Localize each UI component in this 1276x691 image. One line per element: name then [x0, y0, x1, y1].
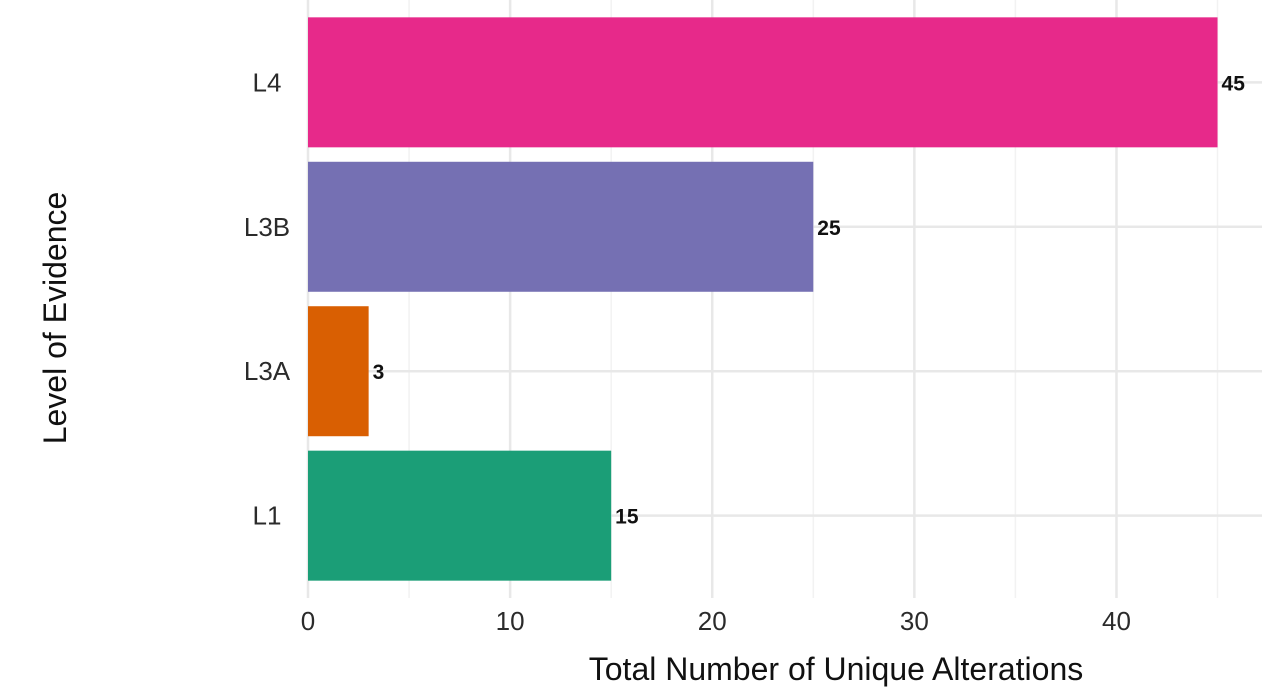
y-axis-title: Level of Evidence — [37, 192, 73, 445]
x-tick-label: 0 — [301, 606, 315, 636]
bar-l1 — [308, 450, 612, 581]
y-tick-label-l1: L1 — [253, 501, 282, 531]
data-label-l1: 15 — [615, 506, 639, 529]
y-tick-label-l3b: L3B — [244, 212, 290, 242]
x-tick-label: 20 — [698, 606, 727, 636]
y-tick-label-l3a: L3A — [244, 356, 291, 386]
y-tick-label-l4: L4 — [253, 67, 282, 97]
y-axis-ticks: L1 L3A L3B L4 — [244, 67, 291, 530]
bar-l3a — [308, 306, 369, 437]
bar-l3b — [308, 161, 814, 292]
x-axis-ticks: 0 10 20 30 40 — [301, 606, 1131, 636]
bars — [308, 17, 1218, 581]
x-tick-label: 10 — [496, 606, 525, 636]
data-labels: 15 3 25 45 — [373, 72, 1246, 528]
data-label-l3b: 25 — [817, 217, 841, 240]
x-tick-label: 40 — [1102, 606, 1131, 636]
x-tick-label: 30 — [900, 606, 929, 636]
bar-l4 — [308, 17, 1218, 148]
data-label-l4: 45 — [1222, 72, 1246, 95]
x-axis-title: Total Number of Unique Alterations — [589, 651, 1083, 687]
data-label-l3a: 3 — [373, 361, 385, 384]
